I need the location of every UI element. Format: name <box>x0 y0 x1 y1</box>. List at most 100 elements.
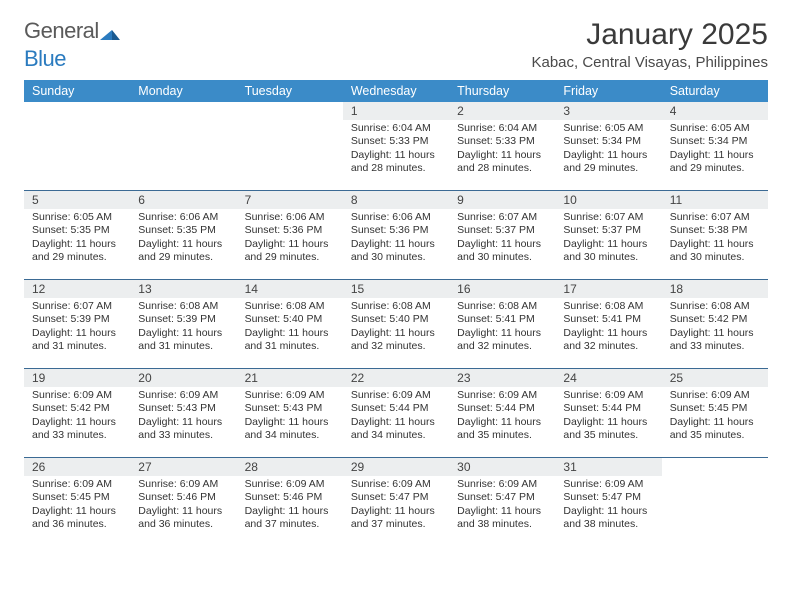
day-info: Sunrise: 6:08 AMSunset: 5:40 PMDaylight:… <box>237 300 343 354</box>
weekday-header: Tuesday <box>237 80 343 102</box>
daylight-line: Daylight: 11 hours and 36 minutes. <box>138 505 230 532</box>
day-number: 26 <box>24 458 130 476</box>
calendar-day: 13Sunrise: 6:08 AMSunset: 5:39 PMDayligh… <box>130 280 236 368</box>
sunrise-line: Sunrise: 6:09 AM <box>245 478 337 491</box>
sunset-line: Sunset: 5:46 PM <box>245 491 337 504</box>
calendar-day: 12Sunrise: 6:07 AMSunset: 5:39 PMDayligh… <box>24 280 130 368</box>
daylight-line: Daylight: 11 hours and 37 minutes. <box>245 505 337 532</box>
day-info: Sunrise: 6:06 AMSunset: 5:36 PMDaylight:… <box>343 211 449 265</box>
sunset-line: Sunset: 5:46 PM <box>138 491 230 504</box>
sunset-line: Sunset: 5:45 PM <box>32 491 124 504</box>
day-info: Sunrise: 6:08 AMSunset: 5:39 PMDaylight:… <box>130 300 236 354</box>
brand-mark-icon <box>100 20 120 46</box>
day-number: 25 <box>662 369 768 387</box>
day-number: 14 <box>237 280 343 298</box>
calendar-day: 7Sunrise: 6:06 AMSunset: 5:36 PMDaylight… <box>237 191 343 279</box>
sunset-line: Sunset: 5:36 PM <box>351 224 443 237</box>
sunset-line: Sunset: 5:35 PM <box>32 224 124 237</box>
day-info: Sunrise: 6:05 AMSunset: 5:34 PMDaylight:… <box>555 122 661 176</box>
day-info: Sunrise: 6:09 AMSunset: 5:43 PMDaylight:… <box>237 389 343 443</box>
day-info: Sunrise: 6:07 AMSunset: 5:38 PMDaylight:… <box>662 211 768 265</box>
sunrise-line: Sunrise: 6:07 AM <box>457 211 549 224</box>
daylight-line: Daylight: 11 hours and 33 minutes. <box>138 416 230 443</box>
sunrise-line: Sunrise: 6:09 AM <box>457 389 549 402</box>
day-number: 27 <box>130 458 236 476</box>
sunset-line: Sunset: 5:34 PM <box>563 135 655 148</box>
day-number: 3 <box>555 102 661 120</box>
day-number: 22 <box>343 369 449 387</box>
calendar-day: 3 Sunrise: 6:05 AMSunset: 5:34 PMDaylight… <box>555 102 661 190</box>
brand-word-1: General <box>24 18 99 43</box>
calendar-day-empty <box>24 102 130 190</box>
daylight-line: Daylight: 11 hours and 30 minutes. <box>670 238 762 265</box>
day-number: 19 <box>24 369 130 387</box>
sunset-line: Sunset: 5:35 PM <box>138 224 230 237</box>
calendar-day-empty <box>662 458 768 546</box>
calendar-day-empty <box>130 102 236 190</box>
calendar-day: 19Sunrise: 6:09 AMSunset: 5:42 PMDayligh… <box>24 369 130 457</box>
calendar-day: 24Sunrise: 6:09 AMSunset: 5:44 PMDayligh… <box>555 369 661 457</box>
sunrise-line: Sunrise: 6:08 AM <box>245 300 337 313</box>
daylight-line: Daylight: 11 hours and 29 minutes. <box>32 238 124 265</box>
sunrise-line: Sunrise: 6:09 AM <box>138 389 230 402</box>
sunrise-line: Sunrise: 6:09 AM <box>32 389 124 402</box>
day-number <box>662 458 768 476</box>
day-info: Sunrise: 6:09 AMSunset: 5:47 PMDaylight:… <box>449 478 555 532</box>
calendar-day: 31Sunrise: 6:09 AMSunset: 5:47 PMDayligh… <box>555 458 661 546</box>
weekday-header: Saturday <box>662 80 768 102</box>
sunrise-line: Sunrise: 6:09 AM <box>245 389 337 402</box>
daylight-line: Daylight: 11 hours and 31 minutes. <box>138 327 230 354</box>
sunrise-line: Sunrise: 6:09 AM <box>670 389 762 402</box>
day-info: Sunrise: 6:08 AMSunset: 5:42 PMDaylight:… <box>662 300 768 354</box>
sunset-line: Sunset: 5:42 PM <box>670 313 762 326</box>
day-info: Sunrise: 6:07 AMSunset: 5:39 PMDaylight:… <box>24 300 130 354</box>
sunrise-line: Sunrise: 6:07 AM <box>670 211 762 224</box>
weekday-header: Wednesday <box>343 80 449 102</box>
sunset-line: Sunset: 5:42 PM <box>32 402 124 415</box>
sunrise-line: Sunrise: 6:04 AM <box>457 122 549 135</box>
day-info: Sunrise: 6:04 AMSunset: 5:33 PMDaylight:… <box>343 122 449 176</box>
day-number: 23 <box>449 369 555 387</box>
calendar-day: 5Sunrise: 6:05 AMSunset: 5:35 PMDaylight… <box>24 191 130 279</box>
day-info: Sunrise: 6:07 AMSunset: 5:37 PMDaylight:… <box>555 211 661 265</box>
day-number: 28 <box>237 458 343 476</box>
brand-word-2: Blue <box>24 46 66 71</box>
day-info: Sunrise: 6:09 AMSunset: 5:44 PMDaylight:… <box>555 389 661 443</box>
day-number <box>24 102 130 120</box>
daylight-line: Daylight: 11 hours and 37 minutes. <box>351 505 443 532</box>
calendar-week: 12Sunrise: 6:07 AMSunset: 5:39 PMDayligh… <box>24 280 768 369</box>
calendar-day: 27Sunrise: 6:09 AMSunset: 5:46 PMDayligh… <box>130 458 236 546</box>
day-number: 17 <box>555 280 661 298</box>
day-number: 6 <box>130 191 236 209</box>
sunset-line: Sunset: 5:40 PM <box>245 313 337 326</box>
daylight-line: Daylight: 11 hours and 30 minutes. <box>563 238 655 265</box>
sunset-line: Sunset: 5:39 PM <box>138 313 230 326</box>
day-info: Sunrise: 6:08 AMSunset: 5:40 PMDaylight:… <box>343 300 449 354</box>
day-info: Sunrise: 6:09 AMSunset: 5:44 PMDaylight:… <box>343 389 449 443</box>
day-info: Sunrise: 6:09 AMSunset: 5:45 PMDaylight:… <box>24 478 130 532</box>
day-number: 8 <box>343 191 449 209</box>
day-number: 20 <box>130 369 236 387</box>
day-number: 16 <box>449 280 555 298</box>
sunrise-line: Sunrise: 6:06 AM <box>245 211 337 224</box>
sunset-line: Sunset: 5:39 PM <box>32 313 124 326</box>
daylight-line: Daylight: 11 hours and 35 minutes. <box>457 416 549 443</box>
day-number: 2 <box>449 102 555 120</box>
daylight-line: Daylight: 11 hours and 32 minutes. <box>351 327 443 354</box>
sunrise-line: Sunrise: 6:08 AM <box>563 300 655 313</box>
day-number: 10 <box>555 191 661 209</box>
sunrise-line: Sunrise: 6:09 AM <box>563 389 655 402</box>
daylight-line: Daylight: 11 hours and 38 minutes. <box>563 505 655 532</box>
calendar-day: 14 Sunrise: 6:08 AMSunset: 5:40 PMDayligh… <box>237 280 343 368</box>
sunset-line: Sunset: 5:44 PM <box>351 402 443 415</box>
sunset-line: Sunset: 5:33 PM <box>457 135 549 148</box>
daylight-line: Daylight: 11 hours and 31 minutes. <box>245 327 337 354</box>
sunrise-line: Sunrise: 6:06 AM <box>138 211 230 224</box>
calendar-day: 6Sunrise: 6:06 AMSunset: 5:35 PMDaylight… <box>130 191 236 279</box>
daylight-line: Daylight: 11 hours and 30 minutes. <box>351 238 443 265</box>
calendar-day-empty <box>237 102 343 190</box>
weekday-header: Friday <box>555 80 661 102</box>
day-number: 1 <box>343 102 449 120</box>
calendar-day: 9Sunrise: 6:07 AMSunset: 5:37 PMDaylight… <box>449 191 555 279</box>
day-number: 29 <box>343 458 449 476</box>
